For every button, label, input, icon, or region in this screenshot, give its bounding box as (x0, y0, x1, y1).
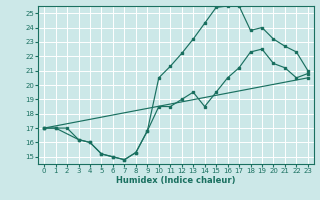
X-axis label: Humidex (Indice chaleur): Humidex (Indice chaleur) (116, 176, 236, 185)
